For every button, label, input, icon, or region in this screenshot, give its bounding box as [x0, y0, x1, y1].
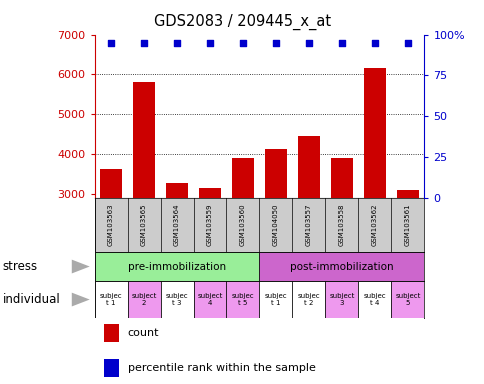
Text: GSM103562: GSM103562 — [371, 204, 377, 246]
Bar — [94, 281, 127, 318]
Bar — [232, 159, 253, 313]
Bar — [391, 281, 424, 318]
Text: subject
5: subject 5 — [394, 293, 420, 306]
Text: post-immobilization: post-immobilization — [289, 262, 393, 271]
Bar — [259, 281, 292, 318]
Text: GSM103563: GSM103563 — [108, 204, 114, 246]
Point — [140, 40, 148, 46]
Bar — [259, 252, 424, 281]
Text: subjec
t 2: subjec t 2 — [297, 293, 319, 306]
Bar — [104, 324, 119, 342]
Point — [206, 40, 213, 46]
Point — [239, 40, 246, 46]
Text: subject
2: subject 2 — [131, 293, 156, 306]
Text: subject
4: subject 4 — [197, 293, 222, 306]
Point — [304, 40, 312, 46]
Bar — [100, 169, 121, 313]
Bar — [104, 359, 119, 377]
Point — [272, 40, 279, 46]
Text: percentile rank within the sample: percentile rank within the sample — [127, 363, 315, 373]
Text: subjec
t 1: subjec t 1 — [264, 293, 287, 306]
Point — [173, 40, 181, 46]
Text: GSM103560: GSM103560 — [240, 204, 245, 246]
Point — [403, 40, 411, 46]
Text: subject
3: subject 3 — [329, 293, 354, 306]
Bar — [94, 252, 259, 281]
Point — [107, 40, 115, 46]
Bar — [298, 136, 319, 313]
Bar — [396, 190, 418, 313]
Text: subjec
t 3: subjec t 3 — [166, 293, 188, 306]
Text: GSM103565: GSM103565 — [141, 204, 147, 246]
Bar — [193, 281, 226, 318]
Bar — [199, 187, 220, 313]
Point — [370, 40, 378, 46]
Bar — [325, 281, 358, 318]
Text: stress: stress — [2, 260, 37, 273]
Text: subjec
t 4: subjec t 4 — [363, 293, 385, 306]
Bar — [127, 281, 160, 318]
Text: subjec
t 1: subjec t 1 — [100, 293, 122, 306]
Bar — [166, 183, 187, 313]
Bar — [331, 158, 352, 313]
Text: GSM104050: GSM104050 — [272, 204, 278, 246]
Text: count: count — [127, 328, 159, 338]
Bar — [358, 281, 391, 318]
Text: GSM103559: GSM103559 — [207, 204, 212, 246]
Bar — [133, 81, 154, 313]
Text: GSM103558: GSM103558 — [338, 204, 344, 246]
Text: GSM103564: GSM103564 — [174, 204, 180, 246]
Text: subjec
t 5: subjec t 5 — [231, 293, 254, 306]
Text: GSM103561: GSM103561 — [404, 204, 410, 246]
Bar — [265, 149, 286, 313]
Bar — [160, 281, 193, 318]
Point — [337, 40, 345, 46]
Bar — [363, 68, 385, 313]
Text: individual: individual — [2, 293, 60, 306]
Text: pre-immobilization: pre-immobilization — [128, 262, 226, 271]
Bar — [226, 281, 259, 318]
Text: GDS2083 / 209445_x_at: GDS2083 / 209445_x_at — [153, 13, 331, 30]
Text: GSM103557: GSM103557 — [305, 204, 311, 246]
Bar — [292, 281, 325, 318]
